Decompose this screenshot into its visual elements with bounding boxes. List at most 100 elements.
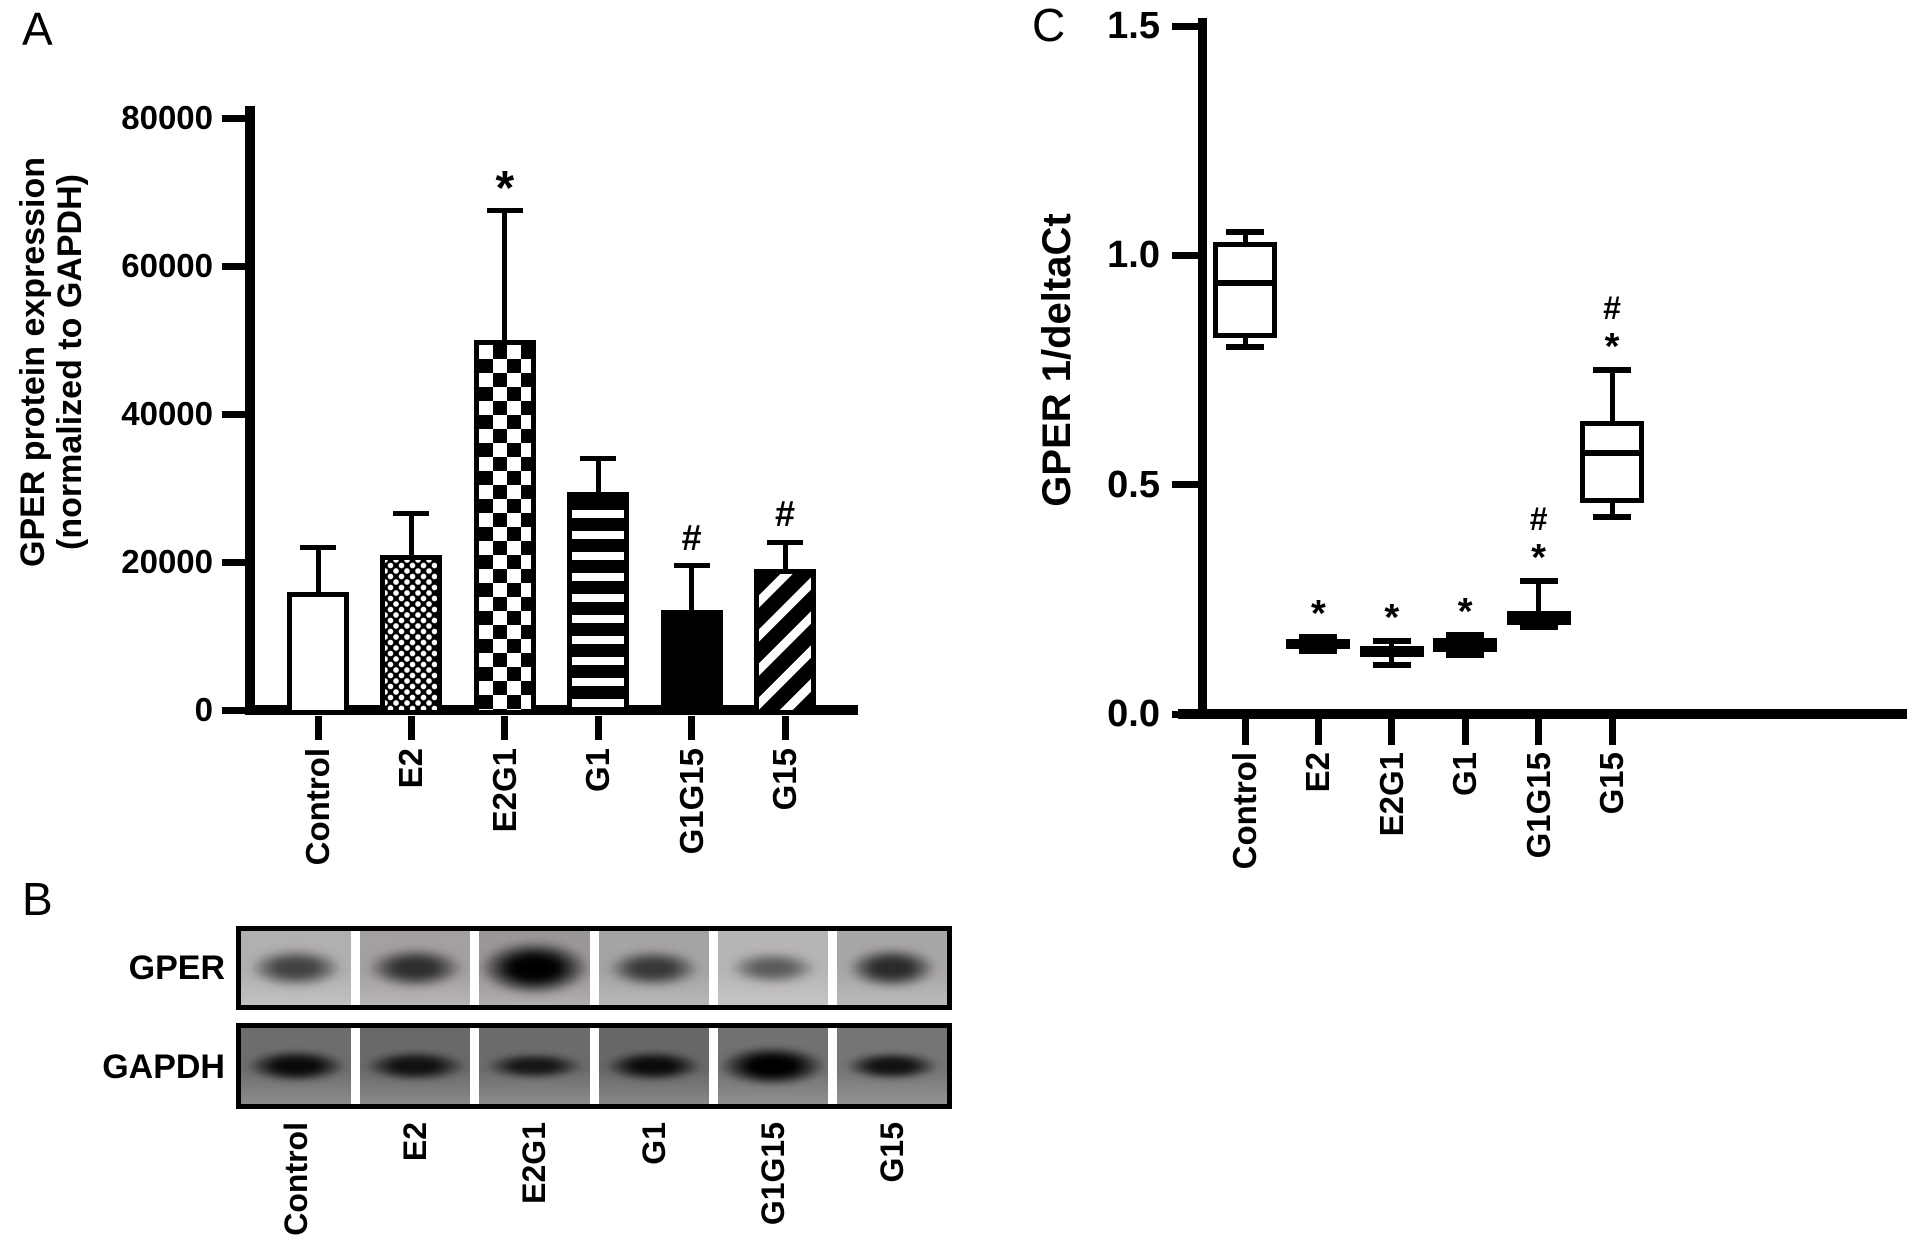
error-line-Control bbox=[315, 547, 321, 592]
whisker-cap-lower-E2G1 bbox=[1372, 661, 1411, 668]
panel-a-letter: A bbox=[22, 3, 53, 55]
band-GPER-G1 bbox=[606, 949, 701, 987]
bar-G15 bbox=[754, 569, 816, 715]
lane-label-E2G1: E2G1 bbox=[516, 1122, 553, 1204]
whisker-lower-Control bbox=[1242, 337, 1248, 348]
median-Control bbox=[1216, 279, 1274, 286]
x-tick-c-Control bbox=[1241, 719, 1249, 745]
panel-b: B GPER GAPDH Control E2 E2G1 G1 G1G15 G15 bbox=[0, 860, 1030, 1240]
whisker-cap-lower-G1 bbox=[1446, 652, 1485, 659]
y-tick-label-a-40000: 40000 bbox=[121, 395, 213, 432]
x-tick-a-G15 bbox=[781, 716, 789, 740]
y-tick-c-1.5 bbox=[1172, 22, 1198, 30]
whisker-cap-lower-E2 bbox=[1299, 647, 1338, 654]
whisker-cap-upper-E2G1 bbox=[1372, 637, 1411, 644]
x-tick-c-E2 bbox=[1314, 719, 1322, 745]
y-tick-a-60000 bbox=[222, 262, 248, 270]
band-GAPDH-G1G15 bbox=[719, 1046, 827, 1086]
lane-label-G1G15: G1G15 bbox=[754, 1122, 791, 1226]
sig-star-G1G15: * bbox=[1531, 537, 1546, 579]
bar-G1 bbox=[567, 491, 630, 715]
y-tick-label-c-1.5: 1.5 bbox=[1107, 5, 1160, 47]
band-GAPDH-G15 bbox=[845, 1051, 939, 1081]
median-G1 bbox=[1436, 642, 1495, 649]
sig-star-E2: * bbox=[1310, 592, 1326, 635]
lane-label-Control: Control bbox=[278, 1122, 314, 1236]
band-GAPDH-E2G1 bbox=[484, 1053, 584, 1079]
x-label-c-G1G15: G1G15 bbox=[1519, 752, 1557, 859]
x-label-c-G1: G1 bbox=[1446, 752, 1484, 797]
box-Control bbox=[1213, 241, 1277, 338]
box-G15 bbox=[1580, 420, 1644, 504]
y-tick-c-0 bbox=[1172, 710, 1198, 718]
blot-strip-GPER bbox=[236, 926, 952, 1010]
y-tick-label-a-0: 0 bbox=[194, 691, 213, 728]
median-E2 bbox=[1289, 641, 1348, 648]
lane-label-G15: G15 bbox=[874, 1122, 910, 1183]
lane-GAPDH-E2 bbox=[360, 1028, 471, 1104]
blot-row-label-gper: GPER bbox=[128, 949, 225, 987]
band-GAPDH-Control bbox=[246, 1050, 346, 1082]
lane-GAPDH-Control bbox=[241, 1028, 352, 1104]
median-E2G1 bbox=[1362, 647, 1421, 654]
y-tick-a-80000 bbox=[222, 114, 248, 122]
sig-hash-G1G15: # bbox=[1529, 501, 1548, 537]
y-tick-c-1 bbox=[1172, 251, 1198, 259]
panel-c-letter: C bbox=[1032, 0, 1066, 51]
x-label-c-G15: G15 bbox=[1593, 752, 1630, 815]
lane-GPER-E2 bbox=[360, 931, 471, 1005]
sig-star-E2G1: * bbox=[1384, 596, 1400, 639]
x-tick-a-E2G1 bbox=[501, 716, 509, 740]
whisker-cap-lower-G1G15 bbox=[1519, 623, 1558, 630]
y-tick-label-c-0.5: 0.5 bbox=[1107, 463, 1160, 506]
whisker-cap-upper-Control bbox=[1226, 229, 1264, 236]
whisker-upper-G1G15 bbox=[1536, 581, 1542, 611]
lane-GPER-G15 bbox=[836, 931, 947, 1005]
x-axis-line-a bbox=[245, 705, 858, 715]
x-tick-a-E2 bbox=[407, 716, 415, 740]
lane-GAPDH-G1 bbox=[598, 1028, 709, 1104]
y-axis-line-a bbox=[245, 106, 255, 715]
error-cap-Control bbox=[300, 544, 336, 550]
error-cap-E2G1 bbox=[486, 208, 523, 213]
band-GAPDH-G1 bbox=[605, 1050, 703, 1082]
band-GPER-Control bbox=[248, 948, 344, 988]
x-label-c-Control: Control bbox=[1226, 752, 1263, 870]
bar-E2 bbox=[380, 554, 443, 715]
whisker-lower-E2G1 bbox=[1389, 656, 1395, 665]
band-GPER-E2G1 bbox=[479, 940, 590, 996]
x-tick-c-G15 bbox=[1608, 719, 1616, 745]
error-line-E2 bbox=[408, 513, 414, 555]
x-axis-line-c bbox=[1178, 709, 1907, 719]
band-GAPDH-E2 bbox=[364, 1050, 466, 1082]
error-cap-G15 bbox=[767, 539, 803, 545]
x-label-c-E2: E2 bbox=[1299, 752, 1337, 793]
lane-GAPDH-G1G15 bbox=[717, 1028, 828, 1104]
sig-hash-G15: # bbox=[774, 493, 796, 534]
whisker-cap-upper-G1G15 bbox=[1519, 578, 1558, 584]
error-line-G1 bbox=[595, 458, 601, 492]
sig-star-G15: * bbox=[1604, 326, 1620, 368]
error-line-E2G1 bbox=[502, 210, 508, 340]
blot-strip-GAPDH bbox=[236, 1023, 952, 1109]
band-GPER-G1G15 bbox=[728, 951, 817, 985]
x-tick-a-Control bbox=[314, 716, 322, 740]
bar-Control bbox=[287, 591, 349, 715]
whisker-cap-upper-G15 bbox=[1593, 367, 1631, 373]
whisker-upper-G15 bbox=[1609, 370, 1615, 421]
whisker-lower-G15 bbox=[1609, 503, 1615, 517]
error-cap-G1G15 bbox=[673, 563, 710, 569]
lane-label-E2: E2 bbox=[397, 1122, 434, 1162]
whisker-upper-Control bbox=[1242, 232, 1248, 242]
x-label-c-E2G1: E2G1 bbox=[1372, 752, 1410, 837]
y-tick-a-40000 bbox=[222, 410, 248, 418]
whisker-cap-lower-Control bbox=[1226, 344, 1264, 351]
y-tick-c-0.5 bbox=[1172, 481, 1198, 489]
y-tick-a-0 bbox=[222, 706, 248, 714]
sig-star-E2G1: * bbox=[495, 161, 515, 215]
y-tick-a-20000 bbox=[222, 558, 248, 566]
lane-GPER-G1G15 bbox=[717, 931, 828, 1005]
error-line-G15 bbox=[782, 542, 788, 570]
error-cap-E2 bbox=[393, 511, 430, 517]
